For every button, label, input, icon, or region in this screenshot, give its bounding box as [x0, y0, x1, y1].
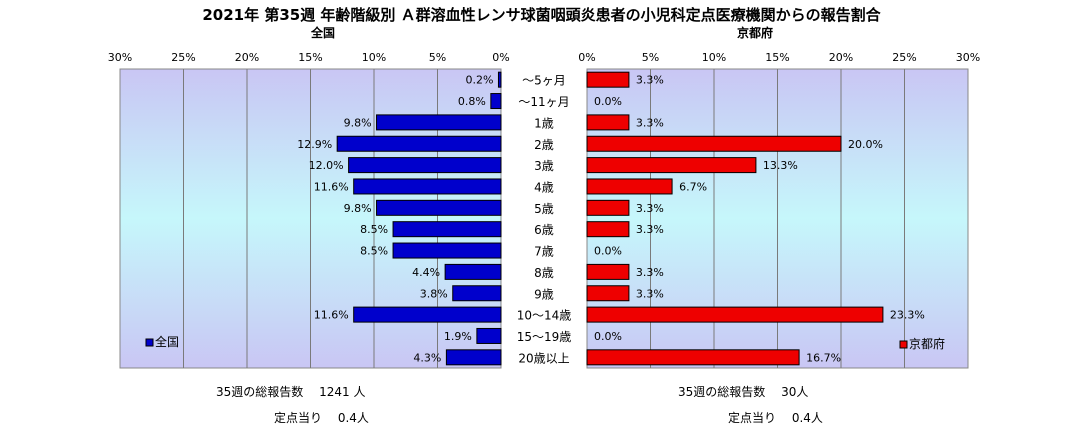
- national-bar: [353, 306, 502, 323]
- left-x-tick-label: 25%: [171, 51, 195, 64]
- kyoto-bar: [586, 199, 630, 216]
- national-bar-label: 1.9%: [444, 330, 472, 343]
- national-bar: [348, 157, 502, 174]
- right-x-tick-label: 15%: [765, 51, 789, 64]
- kyoto-bar-label: 3.3%: [636, 74, 664, 87]
- right-x-tick-label: 5%: [642, 51, 659, 64]
- national-bar: [445, 349, 502, 366]
- chart-title: 2021年 第35週 年齢階級別 Ａ群溶血性レンサ球菌咽頭炎患者の小児科定点医療…: [202, 6, 881, 24]
- national-bar-label: 8.5%: [360, 245, 388, 258]
- national-bar: [490, 93, 502, 110]
- national-bar: [376, 114, 502, 131]
- kyoto-bar-label: 23.3%: [890, 309, 925, 322]
- left-x-tick-label: 5%: [429, 51, 446, 64]
- national-bar: [444, 263, 502, 280]
- kyoto-bar: [586, 135, 842, 152]
- category-label: 2歳: [534, 138, 554, 152]
- left-x-tick-label: 15%: [298, 51, 322, 64]
- kyoto-bar-label: 13.3%: [763, 159, 798, 172]
- right-x-tick-label: 0%: [578, 51, 595, 64]
- national-bar: [353, 178, 502, 195]
- kyoto-bar: [586, 349, 800, 366]
- category-label: 8歳: [534, 266, 554, 280]
- national-bar: [392, 221, 502, 238]
- left-x-tick-label: 10%: [362, 51, 386, 64]
- right-x-tick-label: 30%: [956, 51, 980, 64]
- category-label: 5歳: [534, 202, 554, 216]
- kyoto-bar-label: 0.0%: [594, 95, 622, 108]
- kyoto-bar: [586, 263, 630, 280]
- kyoto-legend-swatch: [899, 340, 908, 349]
- national-bar-label: 3.8%: [420, 287, 448, 300]
- category-label: 6歳: [534, 223, 554, 237]
- kyoto-bar: [586, 178, 673, 195]
- national-bar: [476, 327, 502, 344]
- national-bar: [376, 199, 502, 216]
- national-total-reports: 35週の総報告数 1241 人: [216, 385, 366, 399]
- category-label: 15～19歳: [517, 330, 572, 344]
- national-bar-label: 9.8%: [344, 116, 372, 129]
- national-bar: [392, 242, 502, 259]
- national-bar: [497, 71, 502, 88]
- national-legend-swatch: [145, 338, 154, 347]
- category-label: 4歳: [534, 180, 554, 194]
- kyoto-legend-label: 京都府: [909, 336, 945, 351]
- national-legend-label: 全国: [155, 334, 179, 349]
- kyoto-bar-label: 16.7%: [806, 351, 841, 364]
- kyoto-per-site: 定点当り 0.4人: [728, 411, 823, 425]
- left-x-tick-label: 30%: [108, 51, 132, 64]
- kyoto-bar-label: 3.3%: [636, 223, 664, 236]
- left-x-tick-label: 20%: [235, 51, 259, 64]
- national-bar-label: 9.8%: [344, 202, 372, 215]
- right-x-tick-label: 20%: [829, 51, 853, 64]
- national-bar-label: 4.4%: [412, 266, 440, 279]
- national-bar-label: 11.6%: [314, 180, 349, 193]
- category-label: 1歳: [534, 116, 554, 130]
- kyoto-total-reports: 35週の総報告数 30人: [678, 385, 809, 399]
- kyoto-bar-label: 3.3%: [636, 202, 664, 215]
- national-per-site: 定点当り 0.4人: [274, 411, 369, 425]
- kyoto-bar: [586, 306, 884, 323]
- national-bar-label: 0.8%: [458, 95, 486, 108]
- left-x-tick-label: 0%: [492, 51, 509, 64]
- kyoto-bar-label: 0.0%: [594, 330, 622, 343]
- right-panel-title: 京都府: [737, 26, 774, 40]
- category-label: 7歳: [534, 245, 554, 259]
- category-label: 10～14歳: [517, 309, 572, 323]
- kyoto-bar-label: 6.7%: [679, 180, 707, 193]
- kyoto-bar: [586, 285, 630, 302]
- national-bar-label: 12.0%: [309, 159, 344, 172]
- national-bar: [452, 285, 502, 302]
- right-x-tick-label: 10%: [702, 51, 726, 64]
- national-bar: [336, 135, 502, 152]
- category-label: 9歳: [534, 287, 554, 301]
- kyoto-bar-label: 3.3%: [636, 287, 664, 300]
- national-bar-label: 0.2%: [466, 74, 494, 87]
- category-label: 20歳以上: [518, 351, 569, 365]
- category-label: ～5ヶ月: [522, 74, 566, 88]
- kyoto-bar: [586, 71, 630, 88]
- kyoto-bar: [586, 114, 630, 131]
- kyoto-bar-label: 3.3%: [636, 116, 664, 129]
- kyoto-bar-label: 3.3%: [636, 266, 664, 279]
- left-panel-title: 全国: [311, 26, 336, 40]
- category-label: 3歳: [534, 159, 554, 173]
- kyoto-bar-label: 0.0%: [594, 245, 622, 258]
- right-x-tick-label: 25%: [892, 51, 916, 64]
- national-bar-label: 8.5%: [360, 223, 388, 236]
- national-bar-label: 4.3%: [413, 351, 441, 364]
- category-label: ～11ヶ月: [518, 95, 569, 109]
- kyoto-bar: [586, 221, 630, 238]
- national-bar-label: 12.9%: [297, 138, 332, 151]
- kyoto-bar: [586, 157, 757, 174]
- national-bar-label: 11.6%: [314, 309, 349, 322]
- kyoto-bar-label: 20.0%: [848, 138, 883, 151]
